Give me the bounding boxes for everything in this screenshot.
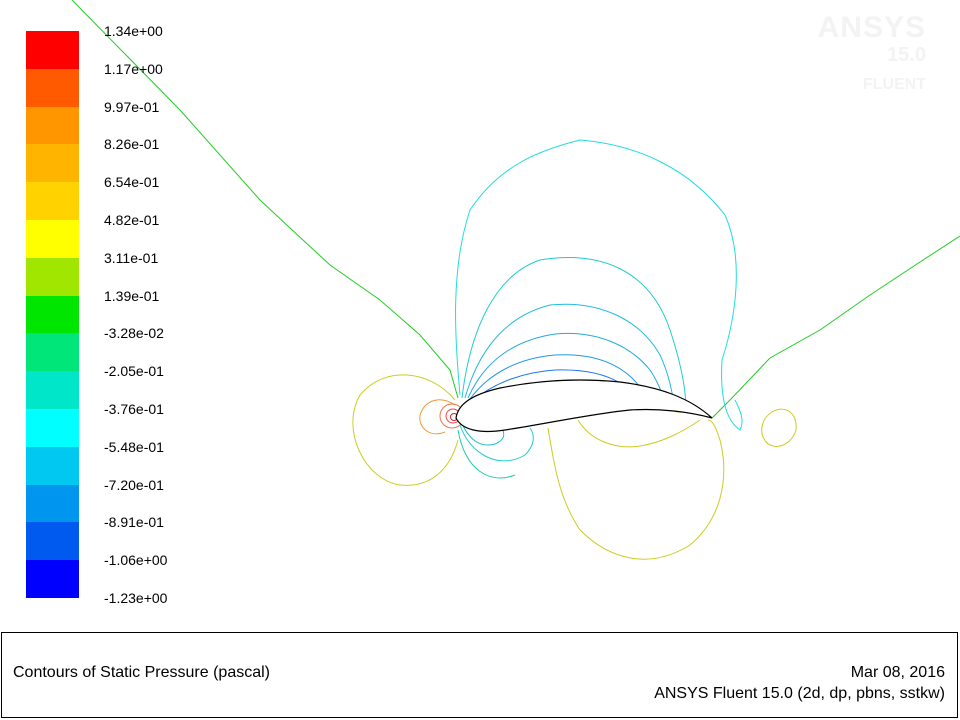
watermark-version: 15.0 — [887, 44, 926, 66]
colorbar-swatch — [26, 106, 79, 145]
info-footer: Contours of Static Pressure (pascal) Mar… — [1, 632, 958, 718]
colorbar-label: -2.05e-01 — [104, 363, 164, 380]
contour-wake-inner — [577, 419, 701, 448]
colorbar-swatch — [26, 219, 79, 258]
colorbar-swatch — [26, 333, 79, 372]
colorbar-label: 9.97e-01 — [104, 98, 160, 115]
colorbar-swatch — [26, 446, 79, 485]
colorbar-swatch — [26, 484, 79, 523]
colorbar-label: -3.76e-01 — [104, 401, 164, 417]
contour-suction-2 — [461, 257, 687, 406]
colorbar-label: -5.48e-01 — [104, 438, 164, 455]
contour-suction-6 — [473, 369, 621, 401]
colorbar-label: 4.82e-01 — [104, 212, 160, 228]
colorbar-swatch — [26, 295, 79, 334]
contour-far-field — [71, 0, 960, 419]
colorbar-label: 3.11e-01 — [104, 249, 159, 266]
colorbar-swatch — [26, 408, 79, 447]
colorbar-swatch — [26, 522, 79, 561]
contour-pressure-2 — [457, 429, 516, 479]
colorbar-label: -1.23e+00 — [104, 590, 168, 606]
colorbar-swatch — [26, 371, 79, 409]
colorbar-label: 8.26e-01 — [104, 136, 160, 153]
colorbar-label: 1.17e+00 — [104, 60, 163, 77]
colorbar-label: -8.91e-01 — [104, 514, 164, 531]
contour-pressure-1 — [459, 424, 534, 462]
colorbar-label: 6.54e-01 — [104, 174, 160, 191]
contour-plot-area — [71, 0, 960, 560]
colorbar-swatch — [26, 144, 79, 183]
colorbar-label: 1.34e+00 — [104, 23, 163, 39]
footer-plot-title: Contours of Static Pressure (pascal) — [13, 664, 270, 681]
colorbar-swatch — [26, 31, 79, 69]
contour-le-orange — [419, 399, 456, 435]
contour-suction-4 — [467, 332, 665, 403]
contour-suction-3 — [464, 303, 675, 406]
contour-pressure-3 — [461, 423, 505, 446]
colorbar-label: -7.20e-01 — [104, 476, 164, 493]
contour-le-left — [352, 374, 459, 486]
contour-suction-outer — [455, 139, 743, 431]
contour-wake-lower — [547, 419, 725, 560]
colorbar-swatch — [26, 257, 79, 296]
watermark-product: FLUENT — [862, 76, 926, 93]
colorbar-swatch — [26, 68, 79, 107]
watermark-brand: ANSYS — [817, 11, 926, 44]
colorbar-label: 1.39e-01 — [104, 287, 160, 304]
colorbar — [26, 31, 79, 598]
footer-solver-info: ANSYS Fluent 15.0 (2d, dp, pbns, sstkw) — [654, 685, 945, 702]
colorbar-swatch — [26, 560, 79, 598]
footer-date: Mar 08, 2016 — [850, 664, 945, 681]
colorbar-swatch — [26, 182, 79, 220]
colorbar-label: -1.06e+00 — [104, 552, 168, 569]
colorbar-label: -3.28e-02 — [104, 325, 164, 342]
contour-detached-loop — [761, 408, 797, 447]
ansys-watermark: ANSYS 15.0 FLUENT — [818, 12, 926, 96]
airfoil-body — [455, 379, 713, 433]
